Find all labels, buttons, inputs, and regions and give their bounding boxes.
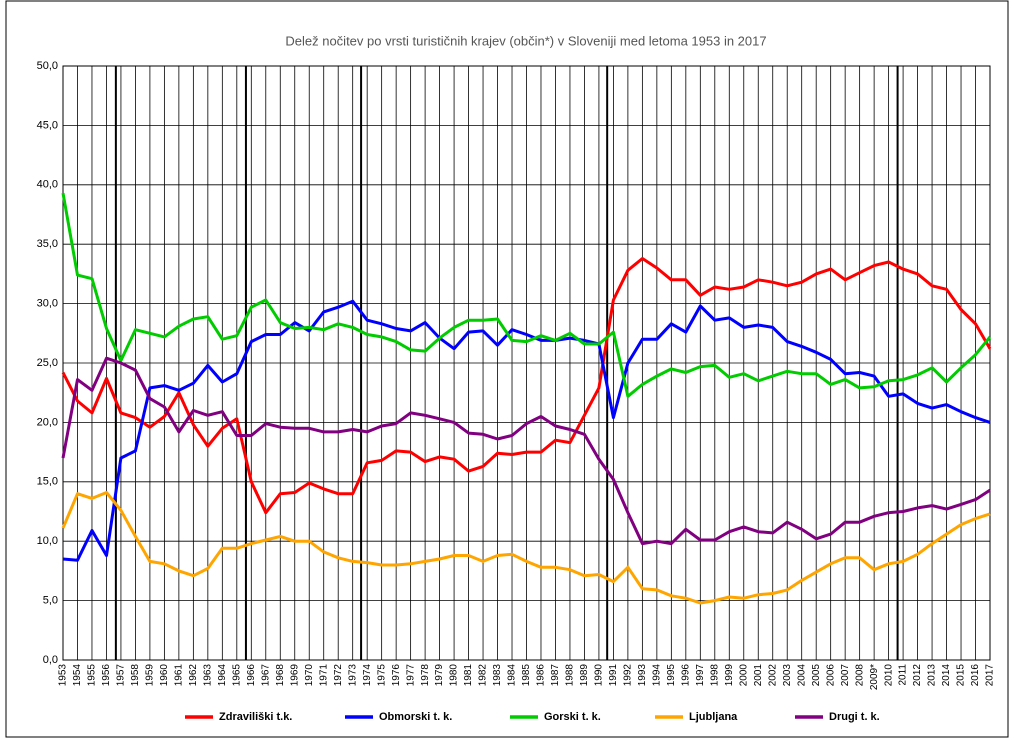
x-tick-label: 2010: [883, 664, 894, 687]
x-tick-label: 1956: [101, 664, 112, 687]
x-tick-label: 1955: [87, 664, 98, 687]
series-line: [61, 356, 991, 546]
x-tick-label: 1963: [202, 664, 213, 687]
x-tick-label: 1964: [217, 664, 228, 687]
x-tick-label: 1999: [724, 664, 735, 687]
y-tick-label: 30,0: [37, 298, 58, 310]
x-tick-label: 1976: [391, 664, 402, 687]
x-tick-label: 1978: [420, 664, 431, 687]
y-tick-label: 0,0: [43, 654, 58, 666]
x-tick-label: 1984: [507, 664, 518, 687]
x-tick-label: 1977: [405, 664, 416, 687]
x-tick-label: 1972: [333, 664, 344, 687]
x-tick-label: 1974: [362, 664, 373, 687]
legend-label: Obmorski t. k.: [379, 711, 452, 723]
x-tick-label: 2012: [912, 664, 923, 687]
y-tick-label: 15,0: [37, 476, 58, 488]
x-tick-label: 1987: [550, 664, 561, 687]
x-tick-label: 2007: [840, 664, 851, 687]
x-tick-label: 2014: [941, 664, 952, 687]
series-line: [61, 257, 992, 515]
x-tick-label: 2004: [796, 664, 807, 687]
x-tick-label: 1962: [188, 664, 199, 687]
x-tick-label: 1953: [58, 664, 69, 687]
x-tick-label: 1966: [246, 664, 257, 687]
x-tick-label: 2009*: [869, 664, 880, 690]
x-tick-label: 1958: [130, 664, 141, 687]
x-tick-label: 1983: [492, 664, 503, 687]
x-tick-label: 1970: [304, 664, 315, 687]
x-tick-label: 2001: [753, 664, 764, 687]
x-tick-label: 2003: [782, 664, 793, 687]
y-tick-label: 5,0: [43, 595, 58, 607]
legend-label: Drugi t. k.: [829, 711, 880, 723]
series-line: [61, 491, 991, 605]
series-line: [62, 299, 991, 562]
x-tick-label: 2005: [811, 664, 822, 687]
x-tick-label: 1995: [666, 664, 677, 687]
x-tick-label: 1997: [695, 664, 706, 687]
x-tick-label: 1961: [174, 664, 185, 687]
x-tick-label: 1989: [579, 664, 590, 687]
chart-title: Delež nočitev po vrsti turističnih kraje…: [285, 33, 766, 48]
y-tick-label: 25,0: [37, 357, 58, 369]
x-tick-label: 1969: [289, 664, 300, 687]
legend-label: Gorski t. k.: [544, 711, 601, 723]
x-tick-label: 1982: [478, 664, 489, 687]
x-tick-label: 1988: [565, 664, 576, 687]
x-tick-label: 1960: [159, 664, 170, 687]
x-tick-label: 1959: [145, 664, 156, 687]
x-tick-label: 1996: [680, 664, 691, 687]
x-tick-label: 1957: [116, 664, 127, 687]
y-tick-label: 10,0: [37, 535, 58, 547]
x-tick-label: 1985: [521, 664, 532, 687]
x-tick-label: 1975: [376, 664, 387, 687]
x-tick-label: 1979: [434, 664, 445, 687]
plot-border: [62, 65, 991, 661]
x-tick-label: 2013: [927, 664, 938, 687]
x-tick-label: 2011: [898, 664, 909, 686]
x-tick-label: 1991: [608, 664, 619, 687]
series-line: [61, 192, 992, 398]
legend-label: Zdraviliški t.k.: [219, 711, 292, 723]
x-tick-label: 1973: [347, 664, 358, 687]
x-tick-label: 1980: [449, 664, 460, 687]
x-tick-label: 1998: [709, 664, 720, 687]
x-tick-label: 2015: [956, 664, 967, 687]
y-tick-label: 45,0: [37, 119, 58, 131]
x-tick-label: 2002: [767, 664, 778, 687]
x-tick-label: 1993: [637, 664, 648, 687]
x-tick-label: 1992: [623, 664, 634, 687]
x-tick-label: 2000: [738, 664, 749, 687]
y-tick-label: 40,0: [37, 179, 58, 191]
x-tick-label: 2017: [985, 664, 996, 687]
legend-label: Ljubljana: [689, 711, 738, 723]
x-tick-label: 1981: [463, 664, 474, 687]
x-tick-label: 1994: [652, 664, 663, 687]
y-tick-label: 20,0: [37, 416, 58, 428]
x-tick-label: 1986: [536, 664, 547, 687]
y-tick-label: 35,0: [37, 238, 58, 250]
x-tick-label: 1954: [72, 664, 83, 687]
x-tick-label: 1967: [260, 664, 271, 687]
x-tick-label: 1968: [275, 664, 286, 687]
x-tick-label: 1971: [318, 664, 329, 687]
x-tick-label: 1990: [594, 664, 605, 687]
x-tick-label: 1965: [231, 664, 242, 687]
y-tick-label: 50,0: [37, 60, 58, 72]
x-tick-label: 2008: [854, 664, 865, 687]
x-tick-label: 2016: [970, 664, 981, 687]
x-tick-label: 2006: [825, 664, 836, 687]
chart-frame: [5, 0, 1009, 738]
